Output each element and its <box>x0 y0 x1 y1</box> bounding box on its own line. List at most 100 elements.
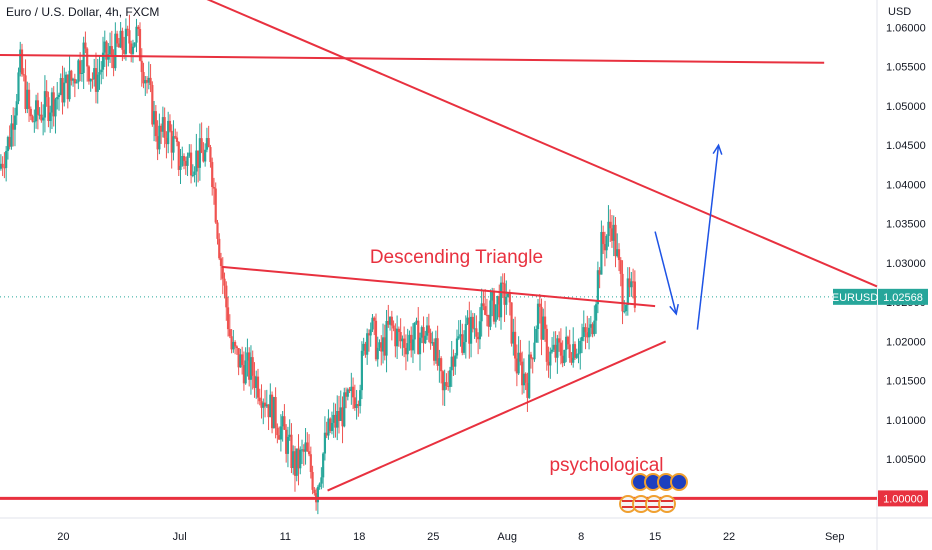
candle-body <box>86 48 89 67</box>
forecast-arrow-line[interactable] <box>696 145 720 330</box>
candle-body <box>304 442 307 452</box>
candle-body <box>399 332 402 342</box>
candle-body <box>3 167 6 169</box>
candle-body <box>98 72 101 75</box>
candle-body <box>105 41 108 60</box>
candle-body <box>94 68 98 92</box>
candle-body <box>506 293 510 297</box>
candle-body <box>591 324 594 335</box>
candle-body <box>22 74 25 76</box>
candle-body <box>149 77 152 85</box>
drawing-triangle-top-line[interactable] <box>221 265 656 308</box>
candle-body <box>619 260 622 274</box>
candle-body <box>49 112 52 122</box>
candle-body <box>579 340 582 354</box>
candle-body <box>306 442 309 452</box>
candle-body <box>0 163 2 169</box>
candle-body <box>373 317 376 321</box>
candle-body <box>487 314 490 327</box>
candle-body <box>54 99 57 117</box>
candle-body <box>327 418 330 436</box>
x-tick-label: 18 <box>353 531 365 543</box>
candle-body <box>378 342 381 348</box>
candle-body <box>322 453 325 478</box>
candle-body <box>184 160 187 166</box>
candle-body <box>568 344 571 358</box>
candle-body <box>47 97 50 122</box>
candle-body <box>89 78 92 82</box>
candle-body <box>130 43 133 54</box>
candle-body <box>26 89 29 110</box>
y-tick-label: 1.06000 <box>886 22 926 34</box>
candle-body <box>200 138 203 153</box>
candle-body <box>202 152 205 162</box>
candle-body <box>459 334 462 337</box>
candle-body <box>519 352 522 362</box>
candle-body <box>455 338 459 356</box>
candle-body <box>274 397 277 428</box>
candle-body <box>521 361 524 386</box>
candle-body <box>612 224 615 241</box>
drawing-triangle-bottom-line[interactable] <box>327 340 667 492</box>
y-tick-label: 1.05500 <box>886 62 926 74</box>
candle-body <box>255 376 258 388</box>
candle-body <box>230 336 233 350</box>
candle-body <box>307 451 311 455</box>
candle-body <box>36 100 39 115</box>
candle-body <box>29 108 32 117</box>
y-tick-label: 1.00500 <box>886 454 926 466</box>
candle-body <box>336 411 339 428</box>
candle-body <box>482 303 485 307</box>
candle-body <box>297 448 300 469</box>
candle-body <box>56 97 59 100</box>
y-tick-label: 1.01000 <box>886 415 926 427</box>
candle-body <box>188 152 191 157</box>
candle-body <box>77 60 80 83</box>
candle-body <box>415 320 418 323</box>
candle-body <box>406 343 409 355</box>
candle-body <box>607 221 610 237</box>
candle-body <box>186 156 189 166</box>
forecast-arrow-line[interactable] <box>654 231 677 315</box>
candle-body <box>145 80 149 83</box>
candle-body <box>517 352 520 374</box>
candle-body <box>158 125 161 150</box>
candle-body <box>397 328 400 333</box>
candle-body <box>223 278 226 286</box>
candle-body <box>311 471 314 490</box>
candle-body <box>131 46 135 54</box>
candle-body <box>24 75 27 110</box>
candle-body <box>318 483 321 488</box>
candle-body <box>549 351 552 366</box>
x-tick-label: Aug <box>497 531 517 543</box>
candle-body <box>179 165 182 170</box>
candle-body <box>522 373 526 386</box>
candle-body <box>552 344 555 350</box>
drawing-trend-line[interactable] <box>127 0 878 288</box>
candle-body <box>359 390 362 407</box>
candle-body <box>596 270 599 305</box>
candle-body <box>630 281 633 288</box>
candle-body <box>515 358 518 374</box>
eu-flag-icon <box>670 473 688 491</box>
candle-body <box>283 416 286 430</box>
candle-body <box>413 322 416 340</box>
candle-body <box>633 281 636 308</box>
candle-body <box>371 317 374 330</box>
drawing-horizontal-line[interactable] <box>0 53 825 64</box>
candle-body <box>116 33 119 44</box>
candle-body <box>6 137 10 151</box>
candle-body <box>295 448 298 476</box>
candle-body <box>33 121 36 123</box>
candle-body <box>204 149 207 162</box>
candle-body <box>237 348 240 368</box>
candle-body <box>559 342 562 356</box>
candle-body <box>288 434 291 437</box>
candle-body <box>293 451 297 476</box>
candle-body <box>8 137 11 147</box>
candle-body <box>533 342 536 360</box>
candle-body <box>110 46 113 56</box>
candle-body <box>438 358 441 366</box>
candle-body <box>246 352 249 361</box>
